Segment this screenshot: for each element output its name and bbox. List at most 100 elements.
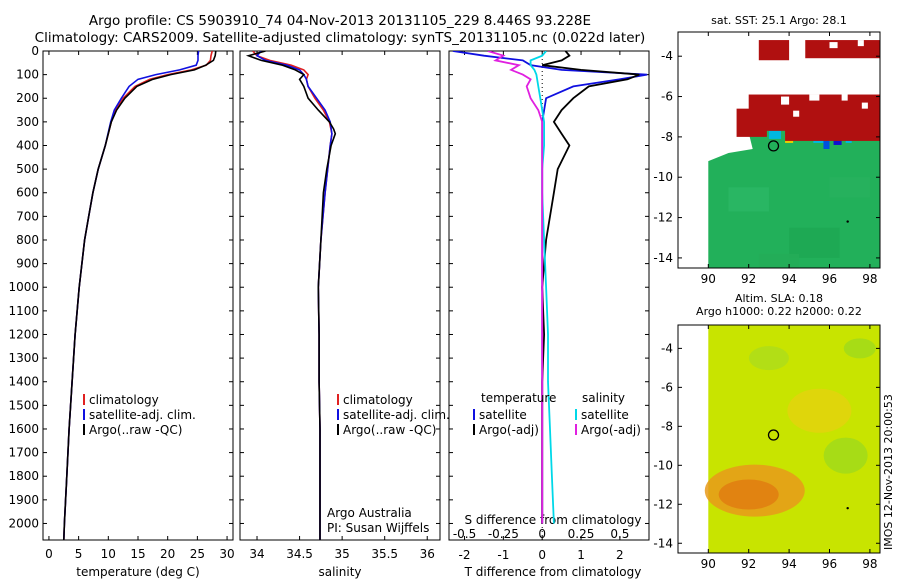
temperature-series-2 bbox=[63, 51, 217, 540]
diff-legend-s-argo-label: Argo(-adj) bbox=[581, 423, 641, 437]
depth-tick-label: 700 bbox=[16, 209, 39, 223]
sal-legend-climatology-label: climatology bbox=[343, 393, 413, 407]
temperature-x-tick-label: 5 bbox=[75, 547, 83, 561]
difference-series-2 bbox=[529, 51, 555, 524]
diff-legend-s-satellite-label: satellite bbox=[581, 408, 629, 422]
sal-legend-satellite-label: satellite-adj. clim. bbox=[343, 408, 450, 422]
temperature-x-tick-label: 0 bbox=[45, 547, 53, 561]
temperature-x-tick-label: 15 bbox=[130, 547, 145, 561]
depth-tick-label: 1100 bbox=[8, 304, 39, 318]
salinity-x-tick-label: 35 bbox=[334, 547, 349, 561]
temperature-panel-frame bbox=[42, 50, 234, 541]
salinity-panel: 34 34.5 35 35.5 36 salinity climatologysatelli… bbox=[239, 50, 450, 579]
lon-tick-label: 96 bbox=[822, 272, 837, 286]
sla-low-patch bbox=[843, 338, 876, 359]
depth-tick-label: 600 bbox=[16, 186, 39, 200]
lon-tick-label: 96 bbox=[822, 557, 837, 571]
depth-tick-label: 800 bbox=[16, 233, 39, 247]
depth-tick-label: 1900 bbox=[8, 493, 39, 507]
sst-patch bbox=[829, 177, 870, 198]
difference-panel: -2 -1 0 1 2-0.5 -0.25 0 0.25 0.5S difference fro… bbox=[448, 50, 650, 579]
sla-mid-patch bbox=[787, 388, 852, 433]
difference-xlabel: T difference from climatology bbox=[464, 565, 642, 579]
sla_map-panel: 90 92 94 96 98 -14 -12 -10 -8 -6 -4 Altim. SLA: 0.1… bbox=[653, 292, 881, 571]
sla-low-patch bbox=[748, 346, 789, 371]
difference-s-tick-label: -0.5 bbox=[453, 527, 476, 541]
depth-tick-label: 1400 bbox=[8, 375, 39, 389]
difference-series-1 bbox=[541, 51, 640, 524]
salinity-x-tick-label: 36 bbox=[420, 547, 435, 561]
sst-cloud-hole bbox=[809, 94, 820, 101]
sst-front-pixel bbox=[768, 130, 782, 139]
difference-s-tick-label: -0.25 bbox=[488, 527, 519, 541]
sal-legend-argo-label: Argo(..raw -QC) bbox=[343, 423, 436, 437]
difference-t-tick-label: 2 bbox=[616, 548, 624, 562]
sst-patch bbox=[728, 187, 769, 212]
sst_map-title-1: sat. SST: 25.1 Argo: 28.1 bbox=[711, 14, 847, 27]
temp-legend-satellite-label: satellite-adj. clim. bbox=[89, 408, 196, 422]
lat-tick-label: -4 bbox=[661, 341, 673, 355]
sla_map-title-1: Altim. SLA: 0.18 bbox=[735, 292, 823, 305]
sla_map-title-2: Argo h1000: 0.22 h2000: 0.22 bbox=[696, 305, 862, 318]
sst_map-frame bbox=[677, 31, 881, 269]
depth-tick-label: 1500 bbox=[8, 398, 39, 412]
temperature-panel: 0100200300400500600700800900100011001200… bbox=[8, 44, 649, 579]
sst-cloud-hole bbox=[781, 96, 790, 105]
difference-series-0 bbox=[452, 51, 648, 524]
lon-tick-label: 90 bbox=[701, 272, 716, 286]
title-line-1: Argo profile: CS 5903910_74 04-Nov-2013 … bbox=[88, 13, 592, 29]
temperature-x-tick-label: 30 bbox=[219, 547, 234, 561]
depth-tick-label: 1700 bbox=[8, 446, 39, 460]
salinity-x-tick-label: 34.5 bbox=[286, 547, 313, 561]
salinity-xlabel: salinity bbox=[318, 565, 361, 579]
lat-tick-label: -12 bbox=[653, 211, 673, 225]
lon-tick-label: 90 bbox=[701, 557, 716, 571]
salinity-x-tick-label: 34 bbox=[249, 547, 264, 561]
lon-tick-label: 92 bbox=[741, 557, 756, 571]
salinity-annotation-1: Argo Australia bbox=[327, 506, 412, 520]
sst-cloud-hole bbox=[793, 110, 800, 117]
island-dot bbox=[846, 220, 849, 223]
temp-legend-climatology-label: climatology bbox=[89, 393, 159, 407]
temperature-series-1 bbox=[63, 51, 200, 540]
sst_map-field bbox=[678, 32, 880, 268]
lat-tick-label: -10 bbox=[653, 170, 673, 184]
lon-tick-label: 92 bbox=[741, 272, 756, 286]
depth-tick-label: 100 bbox=[16, 68, 39, 82]
legend-title-salinity: salinity bbox=[582, 391, 625, 405]
sst_map-panel: 90 92 94 96 98 -14 -12 -10 -8 -6 -4 sat. SST: 25.1 … bbox=[653, 14, 881, 286]
lat-tick-label: -14 bbox=[653, 251, 673, 265]
salinity-annotation-2: PI: Susan Wijffels bbox=[327, 521, 429, 535]
argo-float-marker bbox=[767, 429, 780, 441]
lat-tick-label: -6 bbox=[661, 90, 673, 104]
difference-t-tick-label: -2 bbox=[459, 548, 471, 562]
depth-tick-label: 200 bbox=[16, 91, 39, 105]
lat-tick-label: -14 bbox=[653, 536, 673, 550]
depth-tick-label: 1000 bbox=[8, 280, 39, 294]
sst-front-pixel bbox=[823, 140, 830, 149]
difference-t-tick-label: -1 bbox=[497, 548, 509, 562]
depth-tick-label: 2000 bbox=[8, 516, 39, 530]
lon-tick-label: 94 bbox=[781, 272, 796, 286]
imos-timestamp: IMOS 12-Nov-2013 20:00:53 bbox=[882, 394, 895, 550]
temp-legend-argo-label: Argo(..raw -QC) bbox=[89, 423, 182, 437]
lat-tick-label: -10 bbox=[653, 458, 673, 472]
temperature-x-tick-label: 25 bbox=[190, 547, 205, 561]
sst-warm-region bbox=[805, 40, 880, 59]
depth-tick-label: 300 bbox=[16, 115, 39, 129]
difference-s-tick-label: 0 bbox=[538, 527, 546, 541]
sst-cloud-hole bbox=[857, 40, 864, 47]
sla_map-field bbox=[678, 325, 880, 553]
diff-legend-t-satellite-label: satellite bbox=[479, 408, 527, 422]
salinity-series-2 bbox=[245, 51, 337, 540]
lat-tick-label: -6 bbox=[661, 380, 673, 394]
sla-high-core bbox=[718, 479, 779, 510]
sst-cloud-hole bbox=[829, 42, 838, 49]
sst-warm-region bbox=[758, 40, 790, 61]
depth-tick-label: 900 bbox=[16, 257, 39, 271]
difference-t-tick-label: 1 bbox=[577, 548, 585, 562]
depth-tick-label: 0 bbox=[31, 44, 39, 58]
depth-tick-label: 400 bbox=[16, 138, 39, 152]
sst-patch bbox=[789, 227, 840, 258]
